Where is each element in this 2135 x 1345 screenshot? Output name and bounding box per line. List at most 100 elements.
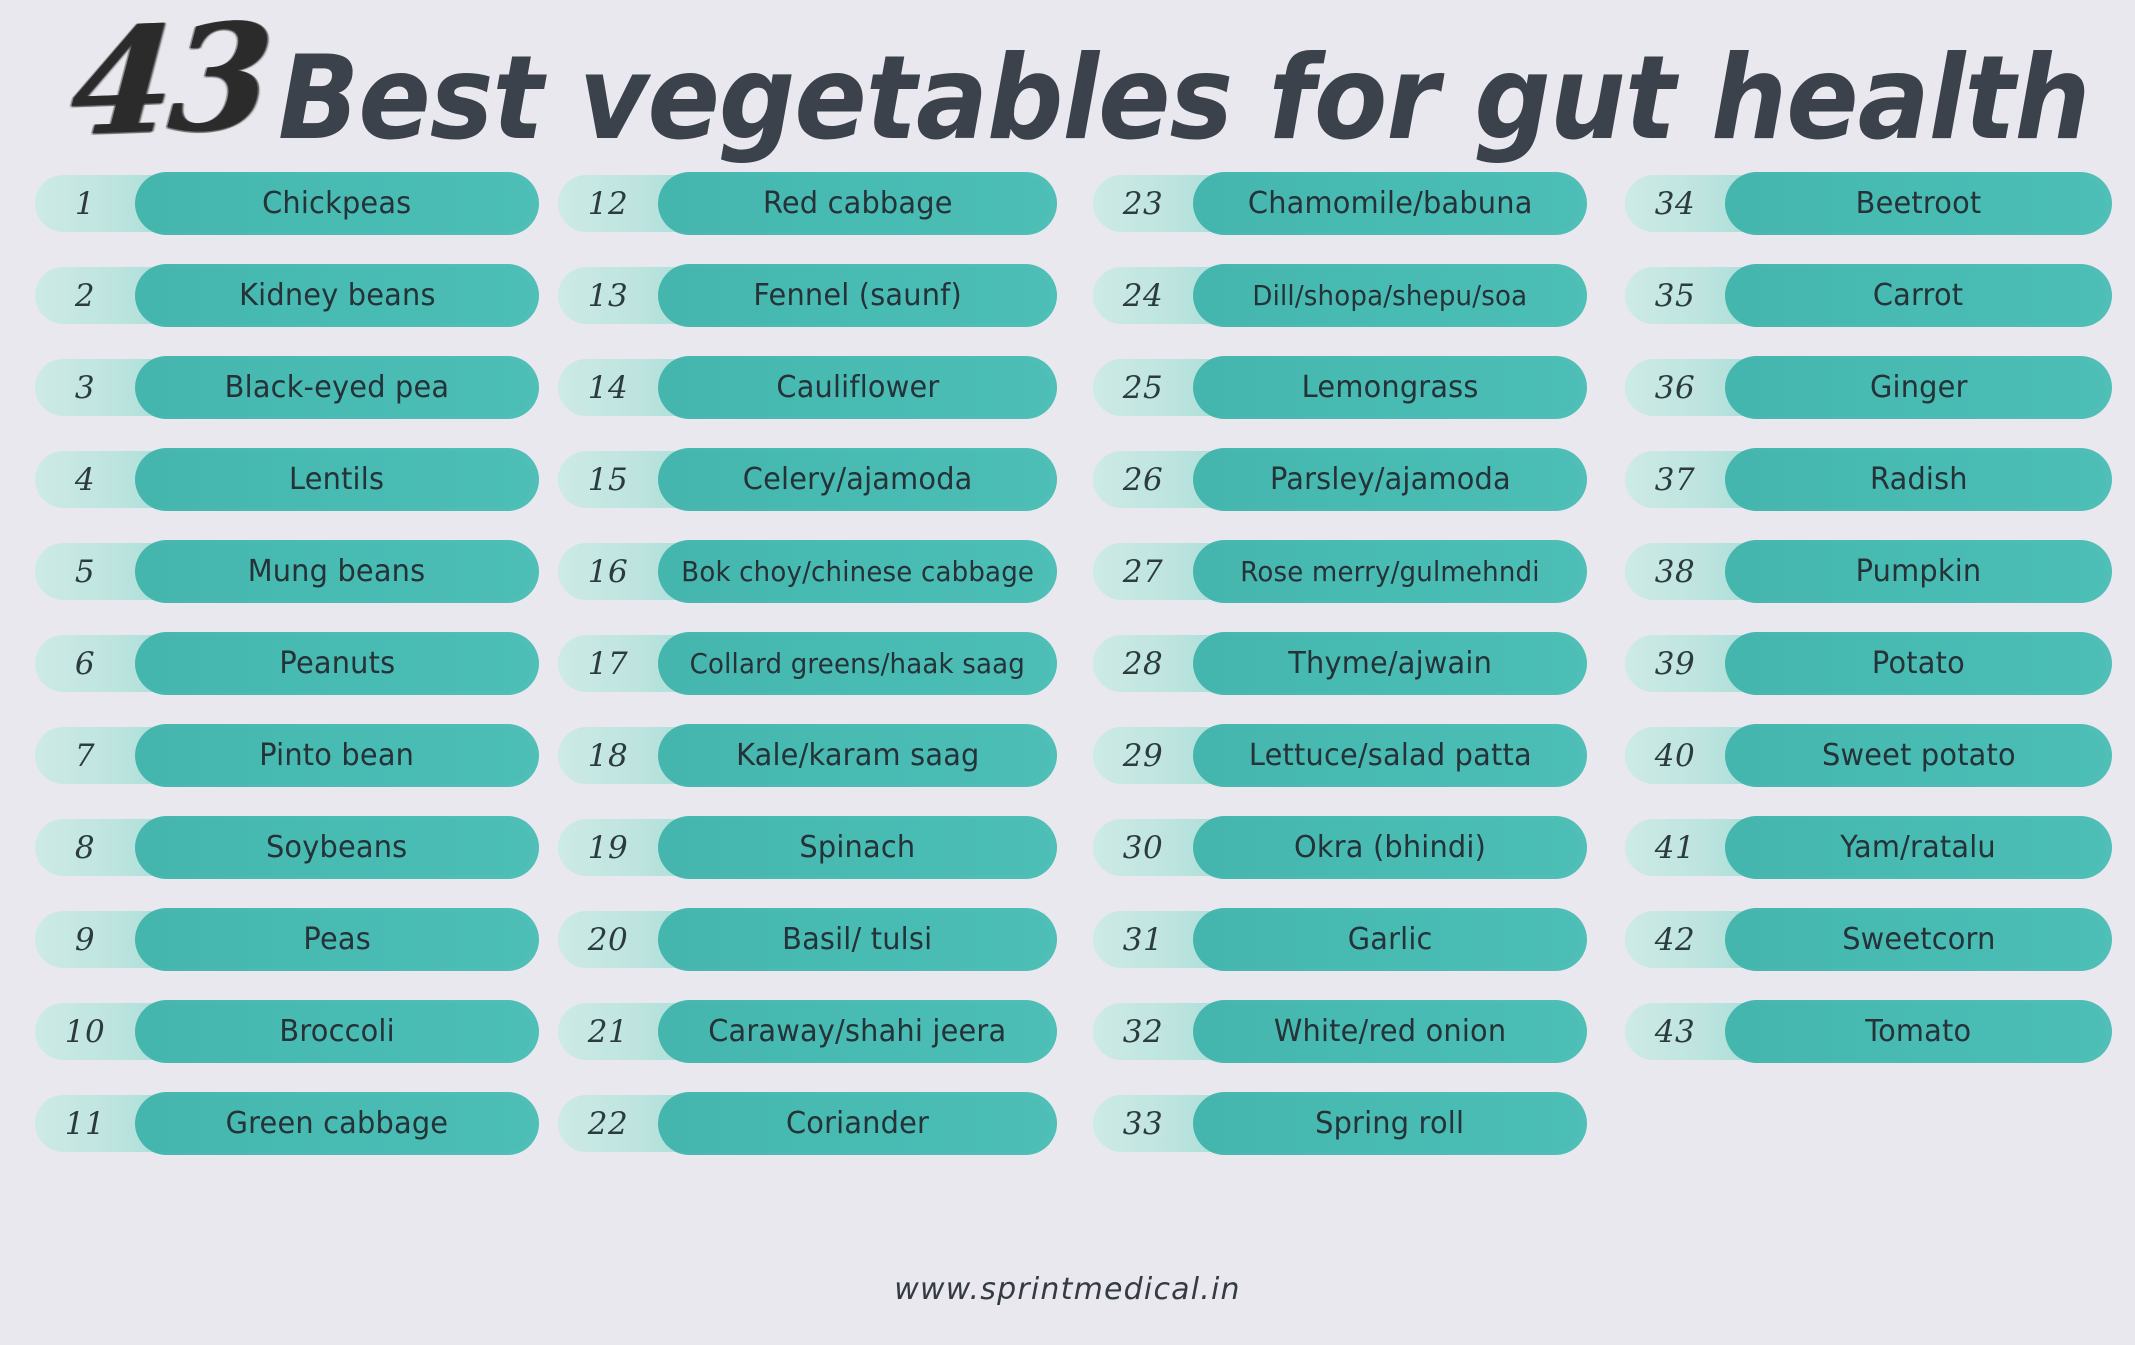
list-item-label: Rose merry/gulmehndi xyxy=(1240,555,1540,588)
list-item-label: Peas xyxy=(303,922,371,957)
list-item-body: Black-eyed pea xyxy=(135,356,539,419)
list-item[interactable]: Dill/shopa/shepu/soa 24 xyxy=(1093,264,1587,327)
list-item-label: Mung beans xyxy=(248,554,426,589)
list-item[interactable]: Caraway/shahi jeera 21 xyxy=(558,1000,1057,1063)
list-item[interactable]: Lentils 4 xyxy=(35,448,539,511)
list-item[interactable]: Thyme/ajwain 28 xyxy=(1093,632,1587,695)
list-item-label: Dill/shopa/shepu/soa xyxy=(1252,279,1528,312)
list-item[interactable]: Potato 39 xyxy=(1625,632,2112,695)
list-item[interactable]: Tomato 43 xyxy=(1625,1000,2112,1063)
list-item-body: Thyme/ajwain xyxy=(1193,632,1587,695)
list-item-number: 28 xyxy=(1122,645,1164,682)
list-item[interactable]: Green cabbage 11 xyxy=(35,1092,539,1155)
list-item-body: Basil/ tulsi xyxy=(658,908,1057,971)
list-item[interactable]: Spinach 19 xyxy=(558,816,1057,879)
list-item-body: Rose merry/gulmehndi xyxy=(1193,540,1587,603)
list-item-body: Carrot xyxy=(1725,264,2112,327)
list-item-body: Red cabbage xyxy=(658,172,1057,235)
list-item[interactable]: Cauliflower 14 xyxy=(558,356,1057,419)
list-item-number: 17 xyxy=(587,645,629,682)
list-item-label: Parsley/ajamoda xyxy=(1269,462,1511,497)
list-item-body: Caraway/shahi jeera xyxy=(658,1000,1057,1063)
list-item[interactable]: Peanuts 6 xyxy=(35,632,539,695)
list-item[interactable]: Spring roll 33 xyxy=(1093,1092,1587,1155)
list-item-body: Ginger xyxy=(1725,356,2112,419)
list-item[interactable]: Lemongrass 25 xyxy=(1093,356,1587,419)
list-item[interactable]: Peas 9 xyxy=(35,908,539,971)
list-item-number: 13 xyxy=(587,277,629,314)
list-item-body: White/red onion xyxy=(1193,1000,1587,1063)
list-item-label: Fennel (saunf) xyxy=(753,278,962,313)
list-item[interactable]: Radish 37 xyxy=(1625,448,2112,511)
list-item[interactable]: Lettuce/salad patta 29 xyxy=(1093,724,1587,787)
list-item[interactable]: Rose merry/gulmehndi 27 xyxy=(1093,540,1587,603)
list-item[interactable]: Sweetcorn 42 xyxy=(1625,908,2112,971)
list-item-label: Thyme/ajwain xyxy=(1288,646,1492,681)
list-item[interactable]: Garlic 31 xyxy=(1093,908,1587,971)
list-item-label: Tomato xyxy=(1865,1014,1972,1049)
list-item[interactable]: Broccoli 10 xyxy=(35,1000,539,1063)
list-item-number: 21 xyxy=(587,1013,629,1050)
list-item-number: 29 xyxy=(1122,737,1164,774)
list-item[interactable]: Celery/ajamoda 15 xyxy=(558,448,1057,511)
list-item[interactable]: Collard greens/haak saag 17 xyxy=(558,632,1057,695)
list-item-body: Garlic xyxy=(1193,908,1587,971)
list-item-number: 4 xyxy=(74,461,96,498)
list-item-label: Green cabbage xyxy=(225,1106,449,1141)
list-item[interactable]: Coriander 22 xyxy=(558,1092,1057,1155)
list-item-label: Pumpkin xyxy=(1855,554,1982,589)
list-item[interactable]: Mung beans 5 xyxy=(35,540,539,603)
list-item[interactable]: Fennel (saunf) 13 xyxy=(558,264,1057,327)
list-item[interactable]: Beetroot 34 xyxy=(1625,172,2112,235)
list-item[interactable]: Yam/ratalu 41 xyxy=(1625,816,2112,879)
page-title: Best vegetables for gut health xyxy=(277,30,2091,166)
list-item[interactable]: Red cabbage 12 xyxy=(558,172,1057,235)
list-item[interactable]: White/red onion 32 xyxy=(1093,1000,1587,1063)
list-item[interactable]: Kidney beans 2 xyxy=(35,264,539,327)
list-item-label: Carrot xyxy=(1873,278,1964,313)
list-item-number: 40 xyxy=(1654,737,1696,774)
list-item-label: Cauliflower xyxy=(775,370,939,405)
list-item-number: 32 xyxy=(1122,1013,1164,1050)
list-item[interactable]: Soybeans 8 xyxy=(35,816,539,879)
list-item[interactable]: Basil/ tulsi 20 xyxy=(558,908,1057,971)
list-item-body: Lemongrass xyxy=(1193,356,1587,419)
list-item[interactable]: Bok choy/chinese cabbage 16 xyxy=(558,540,1057,603)
list-item[interactable]: Kale/karam saag 18 xyxy=(558,724,1057,787)
list-column-1: Chickpeas 1 Kidney beans 2 Black-eyed pea 3 Le… xyxy=(35,172,539,1187)
list-item-body: Chickpeas xyxy=(135,172,539,235)
list-item-body: Celery/ajamoda xyxy=(658,448,1057,511)
list-item-body: Potato xyxy=(1725,632,2112,695)
list-item-number: 18 xyxy=(587,737,629,774)
list-item-number: 22 xyxy=(587,1105,629,1142)
list-item-label: Chamomile/babuna xyxy=(1247,186,1533,221)
list-item[interactable]: Ginger 36 xyxy=(1625,356,2112,419)
list-item-body: Broccoli xyxy=(135,1000,539,1063)
list-item[interactable]: Black-eyed pea 3 xyxy=(35,356,539,419)
list-item[interactable]: Pinto bean 7 xyxy=(35,724,539,787)
list-item[interactable]: Chickpeas 1 xyxy=(35,172,539,235)
list-item[interactable]: Okra (bhindi) 30 xyxy=(1093,816,1587,879)
list-item-label: Lemongrass xyxy=(1301,370,1479,405)
list-item[interactable]: Chamomile/babuna 23 xyxy=(1093,172,1587,235)
list-item-number: 24 xyxy=(1122,277,1164,314)
list-item-number: 2 xyxy=(74,277,96,314)
list-item[interactable]: Sweet potato 40 xyxy=(1625,724,2112,787)
list-item-number: 34 xyxy=(1654,185,1696,222)
list-item-body: Coriander xyxy=(658,1092,1057,1155)
list-item-body: Sweet potato xyxy=(1725,724,2112,787)
list-item-number: 3 xyxy=(74,369,96,406)
list-item-number: 42 xyxy=(1654,921,1696,958)
list-item-body: Cauliflower xyxy=(658,356,1057,419)
list-item-number: 30 xyxy=(1122,829,1164,866)
list-item-number: 6 xyxy=(74,645,96,682)
list-item-number: 27 xyxy=(1122,553,1164,590)
list-item-number: 35 xyxy=(1654,277,1696,314)
list-item-body: Fennel (saunf) xyxy=(658,264,1057,327)
list-item[interactable]: Pumpkin 38 xyxy=(1625,540,2112,603)
list-column-2: Red cabbage 12 Fennel (saunf) 13 Cauliflower… xyxy=(558,172,1057,1187)
headline-count: 43 xyxy=(65,0,274,169)
list-item[interactable]: Carrot 35 xyxy=(1625,264,2112,327)
list-item[interactable]: Parsley/ajamoda 26 xyxy=(1093,448,1587,511)
list-item-number: 41 xyxy=(1654,829,1696,866)
